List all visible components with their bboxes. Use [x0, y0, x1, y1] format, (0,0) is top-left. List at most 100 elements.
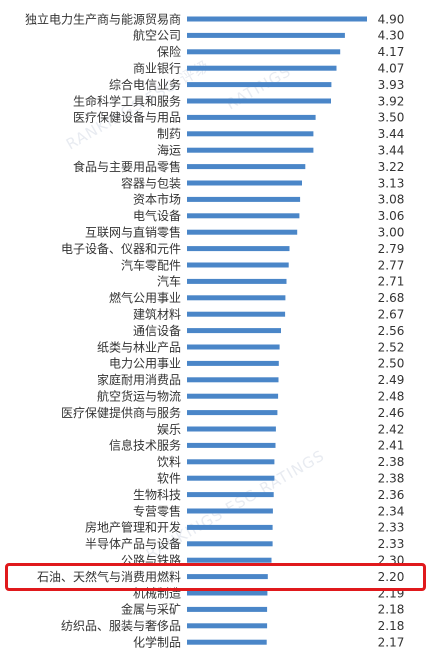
category-label-11: 资本市场 — [133, 192, 181, 207]
category-label-36: 金属与采矿 — [121, 602, 181, 617]
category-label-16: 汽车 — [157, 274, 181, 289]
bar-34 — [187, 574, 268, 580]
bar-36 — [187, 606, 268, 612]
value-label-8: 3.44 — [378, 144, 405, 158]
bars — [187, 16, 367, 645]
bar-7 — [187, 131, 314, 137]
category-label-15: 汽车零配件 — [121, 257, 181, 272]
value-label-10: 3.13 — [378, 176, 405, 190]
category-label-28: 软件 — [157, 472, 181, 486]
bar-30 — [187, 508, 273, 514]
bar-13 — [187, 229, 298, 235]
category-label-21: 电力公用事业 — [109, 357, 181, 371]
value-label-34: 2.20 — [378, 570, 405, 584]
bar-3 — [187, 65, 337, 71]
value-label-19: 2.56 — [378, 324, 405, 338]
bar-18 — [187, 311, 286, 317]
bar-23 — [187, 393, 279, 399]
category-label-7: 制药 — [157, 127, 181, 141]
value-label-30: 2.34 — [378, 504, 405, 518]
value-label-13: 3.00 — [378, 226, 405, 240]
category-label-3: 商业银行 — [133, 61, 181, 76]
bar-8 — [187, 147, 314, 153]
category-label-0: 独立电力生产商与能源贸易商 — [25, 11, 181, 26]
category-label-2: 保险 — [157, 44, 181, 59]
value-label-7: 3.44 — [378, 127, 405, 141]
category-label-34: 石油、天然气与消费用燃料 — [37, 569, 181, 584]
category-labels: 独立电力生产商与能源贸易商航空公司保险商业银行综合电信业务生命科学工具和服务医疗… — [25, 11, 181, 649]
value-label-11: 3.08 — [378, 193, 405, 207]
bar-2 — [187, 49, 341, 55]
value-label-1: 4.30 — [378, 29, 405, 43]
value-label-23: 2.48 — [378, 390, 405, 404]
bar-25 — [187, 426, 276, 432]
value-label-38: 2.17 — [378, 636, 405, 650]
category-label-10: 容器与包装 — [121, 175, 181, 190]
bar-15 — [187, 262, 289, 268]
value-label-29: 2.36 — [378, 488, 405, 502]
category-label-32: 半导体产品与设备 — [85, 537, 181, 551]
category-label-8: 海运 — [157, 143, 181, 158]
bar-9 — [187, 164, 306, 170]
bar-19 — [187, 328, 281, 334]
category-label-12: 电气设备 — [133, 208, 181, 223]
value-label-14: 2.79 — [378, 242, 405, 256]
category-label-31: 房地产管理和开发 — [85, 520, 181, 535]
category-label-17: 燃气公用事业 — [109, 290, 181, 305]
value-label-25: 2.42 — [378, 422, 405, 436]
value-label-15: 2.77 — [378, 258, 405, 272]
value-label-22: 2.49 — [378, 373, 405, 387]
bar-20 — [187, 344, 280, 350]
value-label-32: 2.33 — [378, 537, 405, 551]
bar-11 — [187, 196, 301, 202]
category-label-38: 化学制品 — [133, 635, 181, 650]
value-label-37: 2.18 — [378, 619, 405, 633]
category-label-13: 互联网与直销零售 — [85, 225, 181, 240]
category-label-25: 娱乐 — [157, 422, 181, 436]
bar-32 — [187, 541, 273, 547]
bar-0 — [187, 16, 367, 22]
category-label-4: 综合电信业务 — [109, 77, 181, 92]
bar-27 — [187, 459, 275, 465]
category-label-37: 纺织品、服装与奢侈品 — [61, 619, 181, 633]
category-label-24: 医疗保健提供商与服务 — [61, 405, 181, 420]
value-label-9: 3.22 — [378, 160, 405, 174]
value-label-26: 2.41 — [378, 439, 405, 453]
value-labels: 4.90 4.30 4.17 4.07 3.93 3.92 3.50 3.44 3.44 3.22… — [378, 12, 405, 649]
bar-6 — [187, 114, 316, 120]
value-label-4: 3.93 — [378, 78, 405, 92]
value-label-28: 2.38 — [378, 472, 405, 486]
category-label-22: 家庭耐用消费品 — [97, 372, 181, 387]
category-label-14: 电子设备、仪器和元件 — [61, 242, 181, 256]
value-label-20: 2.52 — [378, 340, 405, 354]
category-label-5: 生命科学工具和服务 — [73, 93, 181, 108]
category-label-9: 食品与主要用品零售 — [73, 159, 181, 174]
value-label-17: 2.68 — [378, 291, 405, 305]
bar-17 — [187, 295, 286, 301]
value-label-2: 4.17 — [378, 45, 405, 59]
category-label-27: 饮料 — [157, 455, 181, 469]
value-label-36: 2.18 — [378, 603, 405, 617]
value-label-18: 2.67 — [378, 308, 405, 322]
bar-1 — [187, 32, 345, 38]
value-label-27: 2.38 — [378, 455, 405, 469]
value-label-3: 4.07 — [378, 62, 405, 76]
value-label-6: 3.50 — [378, 111, 405, 125]
bar-21 — [187, 360, 279, 366]
category-label-18: 建筑材料 — [133, 307, 181, 322]
value-label-5: 3.92 — [378, 94, 405, 108]
value-label-16: 2.71 — [378, 275, 405, 289]
category-label-20: 纸类与林业产品 — [97, 340, 181, 354]
value-label-24: 2.46 — [378, 406, 405, 420]
bar-31 — [187, 524, 273, 530]
bar-22 — [187, 377, 279, 383]
category-label-26: 信息技术服务 — [109, 438, 181, 453]
bar-28 — [187, 475, 275, 481]
bar-14 — [187, 246, 290, 252]
highlight-box — [5, 562, 426, 591]
bar-24 — [187, 410, 278, 416]
category-label-23: 航空货运与物流 — [97, 389, 181, 404]
bar-16 — [187, 278, 287, 284]
value-label-21: 2.50 — [378, 357, 405, 371]
